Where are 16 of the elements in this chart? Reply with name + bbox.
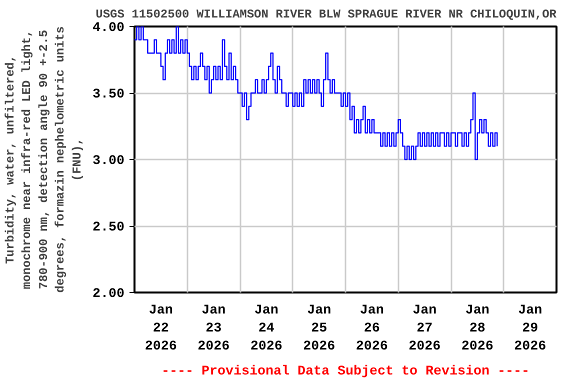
- y-tick-label: 3.50: [92, 88, 125, 102]
- x-tick-label: Jan 23 2026: [198, 304, 230, 354]
- y-tick-label: 3.00: [92, 154, 125, 169]
- x-tick-label: Jan 29 2026: [514, 304, 546, 354]
- x-tick-label: Jan 24 2026: [250, 304, 282, 354]
- y-tick-label: 4.00: [92, 21, 125, 36]
- x-tick-label: Jan 27 2026: [408, 304, 441, 354]
- y-axis-title: Turbidity, water, unfiltered, monochrome near infra-red LED light, 780-900 nm, detection angle 90 +-2.5 degrees, formazin nephelometric units (FNU),: [3, 26, 85, 293]
- chart-title: USGS 11502500 WILLIAMSON RIVER BLW SPRAGUE RIVER NR CHILOQUIN,OR: [96, 8, 558, 22]
- y-tick-label: 2.50: [92, 220, 125, 236]
- x-tick-label: Jan 25 2026: [303, 304, 336, 354]
- y-tick-label: 2.00: [92, 287, 125, 302]
- x-tick-label: Jan 22 2026: [144, 304, 177, 354]
- text: ---- Provisional Data Subject to Revision ----: [162, 364, 530, 380]
- x-tick-label: Jan 28 2026: [461, 304, 494, 354]
- x-tick-label: Jan 26 2026: [356, 304, 388, 354]
